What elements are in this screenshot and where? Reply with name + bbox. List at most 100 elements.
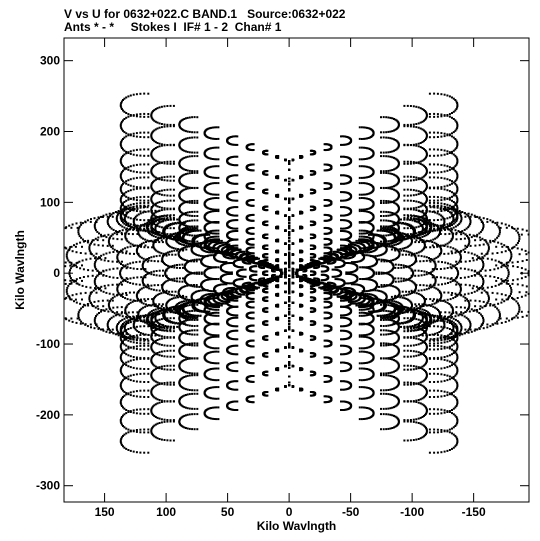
uv-point: [193, 329, 196, 332]
uv-point: [340, 299, 342, 302]
uv-point: [125, 364, 128, 367]
uv-point: [368, 220, 371, 223]
uv-point: [139, 196, 142, 199]
uv-point: [391, 239, 394, 242]
uv-point: [443, 341, 446, 344]
uv-point: [433, 319, 436, 322]
uv-point: [193, 344, 196, 347]
uv-point: [422, 212, 425, 215]
uv-point: [368, 211, 371, 214]
uv-point: [440, 199, 443, 202]
uv-point: [425, 195, 427, 198]
uv-point: [215, 229, 218, 232]
uv-point: [456, 343, 459, 346]
uv-point: [252, 300, 255, 303]
uv-point: [419, 342, 422, 345]
uv-point: [129, 366, 132, 369]
uv-point: [341, 299, 344, 302]
uv-point: [448, 222, 451, 225]
uv-point: [129, 346, 132, 349]
uv-point: [364, 232, 367, 235]
uv-point: [122, 351, 124, 354]
uv-point: [217, 311, 220, 314]
uv-point: [452, 201, 455, 203]
uv-point: [443, 224, 446, 226]
uv-point: [393, 201, 395, 204]
uv-point: [425, 217, 428, 220]
uv-point: [210, 312, 213, 315]
uv-point: [425, 196, 428, 199]
uv-point: [346, 246, 349, 249]
uv-point: [387, 200, 390, 203]
uv-point: [346, 313, 349, 316]
uv-point: [456, 344, 459, 347]
uv-point: [417, 318, 420, 321]
uv-point: [119, 337, 122, 340]
uv-point: [166, 355, 169, 358]
uv-point: [196, 344, 199, 347]
uv-point: [120, 347, 123, 350]
uv-point: [340, 314, 342, 317]
uv-point: [122, 325, 124, 328]
uv-point: [277, 303, 280, 306]
uv-point: [451, 353, 453, 356]
uv-point: [147, 325, 150, 328]
uv-point: [193, 210, 196, 213]
uv-point: [186, 319, 189, 322]
uv-point: [448, 204, 451, 207]
uv-point: [342, 219, 345, 222]
uv-point: [139, 210, 142, 213]
uv-point: [452, 194, 455, 197]
uv-point: [193, 325, 196, 327]
uv-point: [380, 225, 382, 228]
uv-point: [419, 210, 422, 213]
uv-point: [380, 199, 382, 202]
uv-point: [211, 334, 214, 337]
uv-point: [215, 308, 218, 311]
uv-point: [208, 236, 211, 239]
uv-point: [309, 310, 312, 313]
uv-point: [186, 239, 189, 242]
uv-point: [368, 222, 371, 225]
uv-point: [139, 348, 142, 351]
uv-point: [380, 333, 382, 336]
uv-point: [394, 223, 397, 226]
uv-point: [183, 224, 186, 227]
uv-point: [120, 205, 123, 208]
uv-point: [122, 218, 124, 221]
uv-point: [184, 323, 187, 326]
plot-title: V vs U for 0632+022.C BAND.1 Source:0632…: [64, 7, 346, 21]
uv-point: [288, 177, 291, 180]
uv-point: [158, 327, 161, 330]
uv-point: [424, 228, 427, 230]
uv-point: [150, 324, 153, 327]
uv-point: [193, 333, 196, 336]
uv-point: [150, 208, 153, 211]
uv-point: [419, 333, 422, 336]
uv-point: [150, 217, 153, 220]
uv-point: [156, 224, 159, 227]
uv-point: [169, 336, 172, 339]
uv-point: [122, 331, 124, 334]
uv-point: [446, 203, 449, 206]
uv-point: [147, 219, 150, 222]
uv-point: [123, 192, 126, 195]
uv-point: [425, 329, 427, 332]
uv-point: [291, 262, 294, 265]
uv-point: [340, 316, 342, 319]
uv-point: [448, 339, 451, 342]
uv-point: [193, 219, 196, 222]
uv-point: [366, 221, 369, 224]
uv-point: [252, 246, 255, 249]
uv-point: [422, 192, 425, 195]
uv-point: [208, 322, 211, 325]
uv-point: [233, 314, 236, 317]
uv-point: [196, 303, 199, 306]
uv-point: [150, 346, 153, 349]
uv-point: [385, 333, 388, 336]
uv-point: [215, 247, 218, 250]
uv-point: [215, 303, 218, 306]
uv-point: [433, 199, 436, 202]
uv-point: [454, 202, 457, 205]
uv-point: [152, 342, 155, 344]
